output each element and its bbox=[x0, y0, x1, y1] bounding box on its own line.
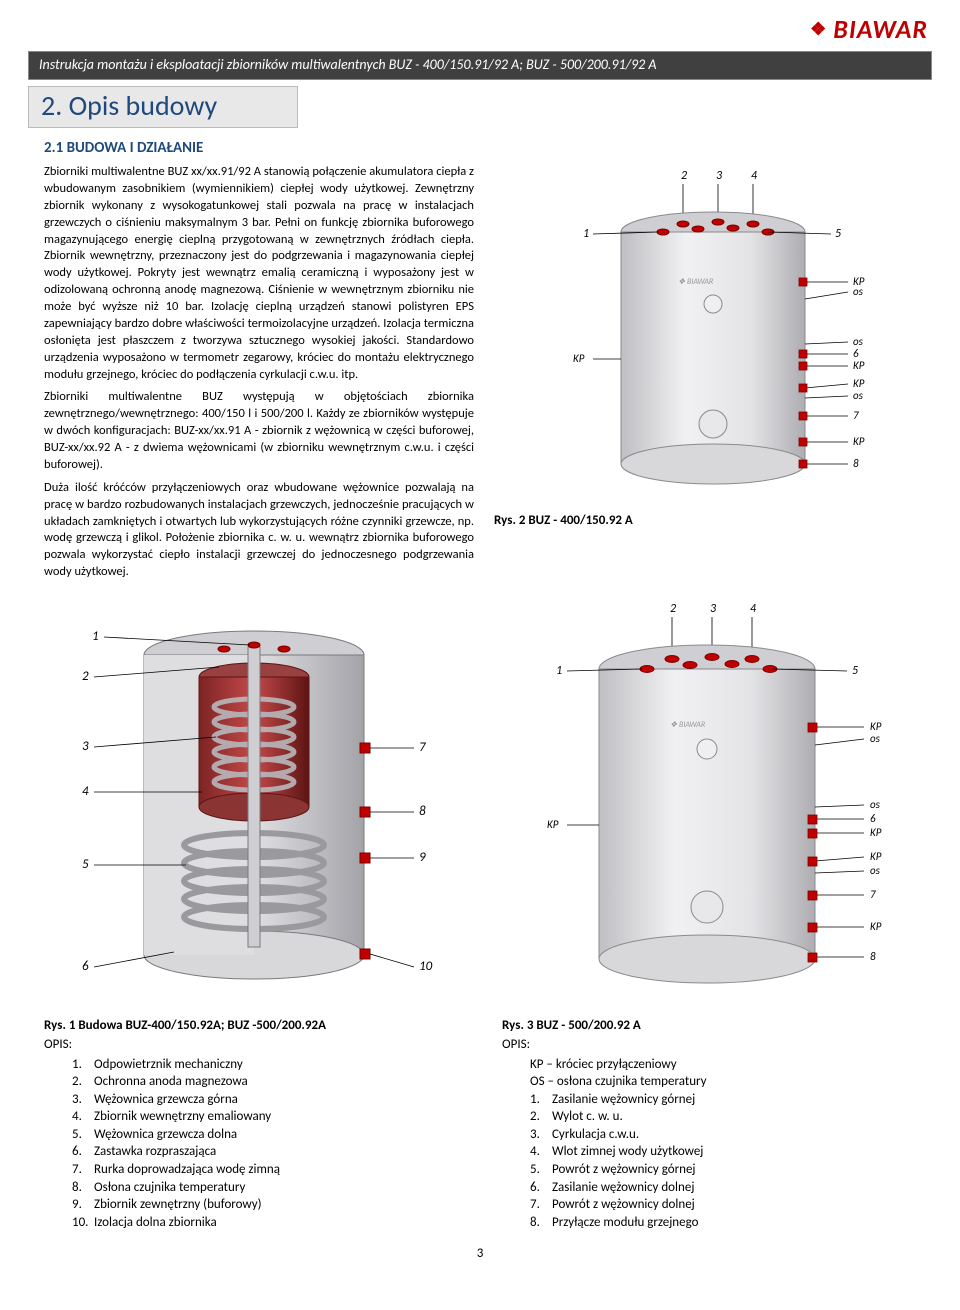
brand-logo: ❖ BIAWAR bbox=[810, 12, 928, 47]
svg-text:❖ BIAWAR: ❖ BIAWAR bbox=[670, 720, 706, 730]
list-item: 10.Izolacja dolna zbiornika bbox=[72, 1214, 474, 1232]
section-heading: 2. Opis budowy bbox=[28, 86, 298, 128]
side-labels-right: KP os os 6 KP KP os 7 KP 8 bbox=[853, 275, 865, 470]
svg-text:KP: KP bbox=[853, 435, 865, 448]
page: ❖ BIAWAR Instrukcja montażu i eksploatac… bbox=[0, 0, 960, 1283]
list-item: 2.Wylot c. w. u. bbox=[530, 1108, 932, 1126]
svg-text:5: 5 bbox=[82, 857, 89, 872]
right-5: 5 bbox=[835, 227, 841, 241]
svg-text:10: 10 bbox=[419, 959, 433, 974]
figure-3-caption: Rys. 3 BUZ - 500/200.92 A bbox=[502, 1017, 932, 1035]
tank-outer-svg: 2 3 4 bbox=[513, 164, 913, 504]
svg-text:KP: KP bbox=[870, 826, 882, 839]
list-item: 5.Powrót z wężownicy górnej bbox=[530, 1161, 932, 1179]
opis-two-column: Rys. 1 Budowa BUZ-400/150.92A; BUZ -500/… bbox=[28, 1009, 932, 1232]
list-item: OS – osłona czujnika temperatury bbox=[530, 1073, 932, 1091]
svg-text:9: 9 bbox=[419, 850, 426, 865]
body-paragraph-2: Zbiorniki multiwalentne BUZ występują w … bbox=[44, 389, 474, 473]
body-text-column: Zbiorniki multiwalentne BUZ xx/xx.91/92 … bbox=[44, 164, 474, 587]
figure-3: 2 3 4 bbox=[492, 597, 932, 1003]
opis2-lead-list: KP – króciec przyłączeniowy OS – osłona … bbox=[502, 1056, 932, 1091]
list-item: 3.Wężownica grzewcza górna bbox=[72, 1091, 474, 1109]
svg-text:os: os bbox=[870, 864, 881, 877]
svg-text:2: 2 bbox=[82, 669, 89, 684]
f3-left-kp: KP bbox=[547, 818, 559, 831]
brand-header: ❖ BIAWAR bbox=[28, 12, 932, 47]
opis-left-block: Rys. 1 Budowa BUZ-400/150.92A; BUZ -500/… bbox=[44, 1009, 474, 1232]
f3-right-5: 5 bbox=[852, 664, 858, 678]
side-leaders-right bbox=[799, 278, 848, 468]
figure-1-caption: Rys. 1 Budowa BUZ-400/150.92A; BUZ -500/… bbox=[44, 1017, 474, 1035]
svg-text:1: 1 bbox=[92, 629, 99, 644]
list-item: 3.Cyrkulacja c.w.u. bbox=[530, 1126, 932, 1144]
svg-text:8: 8 bbox=[853, 457, 859, 470]
svg-text:KP: KP bbox=[870, 920, 882, 933]
list-item: 8.Przyłącze modułu grzejnego bbox=[530, 1214, 932, 1232]
opis2-list: 1.Zasilanie wężownicy górnej 2.Wylot c. … bbox=[502, 1091, 932, 1231]
main-two-column: Zbiorniki multiwalentne BUZ xx/xx.91/92 … bbox=[28, 164, 932, 587]
tank-brand-tag: ❖ BIAWAR bbox=[678, 277, 714, 287]
page-number: 3 bbox=[28, 1245, 932, 1263]
f3-top-2: 2 bbox=[670, 602, 676, 616]
svg-text:8: 8 bbox=[419, 804, 426, 819]
opis1-list: 1.Odpowietrznik mechaniczny 2.Ochronna a… bbox=[44, 1056, 474, 1231]
top-label-2: 2 bbox=[681, 169, 687, 183]
tank-outer-svg-3: 2 3 4 bbox=[492, 597, 932, 997]
svg-text:6: 6 bbox=[870, 812, 876, 825]
figure-2-caption: Rys. 2 BUZ - 400/150.92 A bbox=[494, 512, 932, 530]
f3-side-labels: KP os os 6 KP KP os 7 KP 8 bbox=[870, 720, 882, 963]
svg-text:os: os bbox=[853, 389, 864, 402]
opis2-title: OPIS: bbox=[502, 1036, 932, 1054]
fig1-left-labels: 1 2 3 4 5 6 bbox=[82, 629, 99, 974]
svg-text:KP: KP bbox=[870, 850, 882, 863]
right-figures-column: 2 3 4 bbox=[494, 164, 932, 530]
list-item: KP – króciec przyłączeniowy bbox=[530, 1056, 932, 1074]
fig1-right-labels: 7 8 9 10 bbox=[419, 740, 433, 974]
document-title-bar: Instrukcja montażu i eksploatacji zbiorn… bbox=[28, 51, 932, 80]
f3-top-3: 3 bbox=[710, 602, 716, 616]
svg-text:os: os bbox=[870, 798, 881, 811]
svg-text:6: 6 bbox=[82, 959, 89, 974]
list-item: 8.Osłona czujnika temperatury bbox=[72, 1179, 474, 1197]
svg-text:os: os bbox=[853, 285, 864, 298]
fig1-leaders-right bbox=[370, 748, 414, 967]
top-label-3: 3 bbox=[716, 169, 722, 183]
subsection-heading: 2.1 BUDOWA I DZIAŁANIE bbox=[44, 138, 932, 158]
f3-top-4: 4 bbox=[750, 602, 757, 616]
top-label-4: 4 bbox=[751, 169, 758, 183]
svg-text:os: os bbox=[870, 732, 881, 745]
svg-text:KP: KP bbox=[853, 359, 865, 372]
f3-side-leaders bbox=[808, 723, 864, 962]
svg-text:8: 8 bbox=[870, 950, 876, 963]
figure-1: 1 2 3 4 5 6 7 8 9 10 bbox=[44, 597, 474, 1003]
opis1-title: OPIS: bbox=[44, 1036, 474, 1054]
brand-name: BIAWAR bbox=[833, 12, 928, 47]
figure-2: 2 3 4 bbox=[494, 164, 932, 504]
list-item: 4.Zbiornik wewnętrzny emaliowany bbox=[72, 1108, 474, 1126]
list-item: 5.Wężownica grzewcza dolna bbox=[72, 1126, 474, 1144]
svg-text:4: 4 bbox=[82, 784, 89, 799]
svg-text:7: 7 bbox=[419, 740, 426, 755]
list-item: 1.Zasilanie wężownicy górnej bbox=[530, 1091, 932, 1109]
f3-left-1: 1 bbox=[556, 664, 562, 678]
list-item: 9.Zbiornik zewnętrzny (buforowy) bbox=[72, 1196, 474, 1214]
list-item: 7.Rurka doprowadzająca wodę zimną bbox=[72, 1161, 474, 1179]
tank-cutaway-svg: 1 2 3 4 5 6 7 8 9 10 bbox=[44, 597, 464, 997]
list-item: 2.Ochronna anoda magnezowa bbox=[72, 1073, 474, 1091]
brand-ornament-icon: ❖ bbox=[810, 17, 827, 41]
list-item: 1.Odpowietrznik mechaniczny bbox=[72, 1056, 474, 1074]
svg-text:7: 7 bbox=[853, 409, 859, 422]
opis-right-block: Rys. 3 BUZ - 500/200.92 A OPIS: KP – kró… bbox=[502, 1009, 932, 1232]
list-item: 7.Powrót z wężownicy dolnej bbox=[530, 1196, 932, 1214]
svg-text:7: 7 bbox=[870, 888, 876, 901]
body-paragraph-3: Duża ilość króćców przyłączeniowych oraz… bbox=[44, 480, 474, 581]
body-paragraph-1: Zbiorniki multiwalentne BUZ xx/xx.91/92 … bbox=[44, 164, 474, 383]
list-item: 6.Zasilanie wężownicy dolnej bbox=[530, 1179, 932, 1197]
bottom-figures-row: 1 2 3 4 5 6 7 8 9 10 bbox=[28, 597, 932, 1003]
list-item: 4.Wlot zimnej wody użytkowej bbox=[530, 1143, 932, 1161]
left-kp: KP bbox=[573, 352, 585, 365]
svg-text:3: 3 bbox=[82, 739, 89, 754]
left-1: 1 bbox=[583, 227, 589, 241]
list-item: 6.Zastawka rozpraszająca bbox=[72, 1143, 474, 1161]
